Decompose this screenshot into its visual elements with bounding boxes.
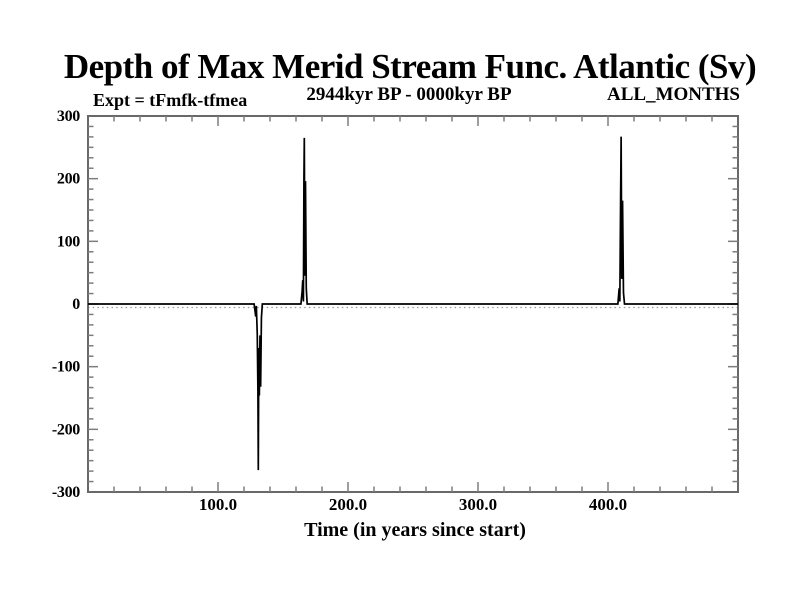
y-tick-label: -100 [52, 359, 80, 376]
y-tick-label: 300 [57, 108, 80, 125]
y-tick-label: 200 [57, 171, 80, 188]
x-axis-label: Time (in years since start) [304, 519, 526, 541]
y-tick-label: 100 [57, 233, 80, 250]
subtitle-months: ALL_MONTHS [606, 84, 740, 105]
x-tick-label: 300.0 [459, 495, 497, 514]
chart-title: Depth of Max Merid Stream Func. Atlantic… [63, 47, 757, 86]
subtitle-time-range: 2944kyr BP - 0000kyr BP [306, 84, 512, 105]
x-tick-label: 100.0 [199, 495, 237, 514]
y-tick-label: 0 [72, 296, 80, 313]
data-series-line [88, 136, 738, 471]
y-tick-label: -200 [52, 421, 80, 438]
x-tick-label: 400.0 [589, 495, 627, 514]
subtitle-experiment: Expt = tFmfk-tfmea [93, 90, 248, 110]
y-tick-label: -300 [52, 484, 80, 501]
x-tick-label: 200.0 [329, 495, 367, 514]
